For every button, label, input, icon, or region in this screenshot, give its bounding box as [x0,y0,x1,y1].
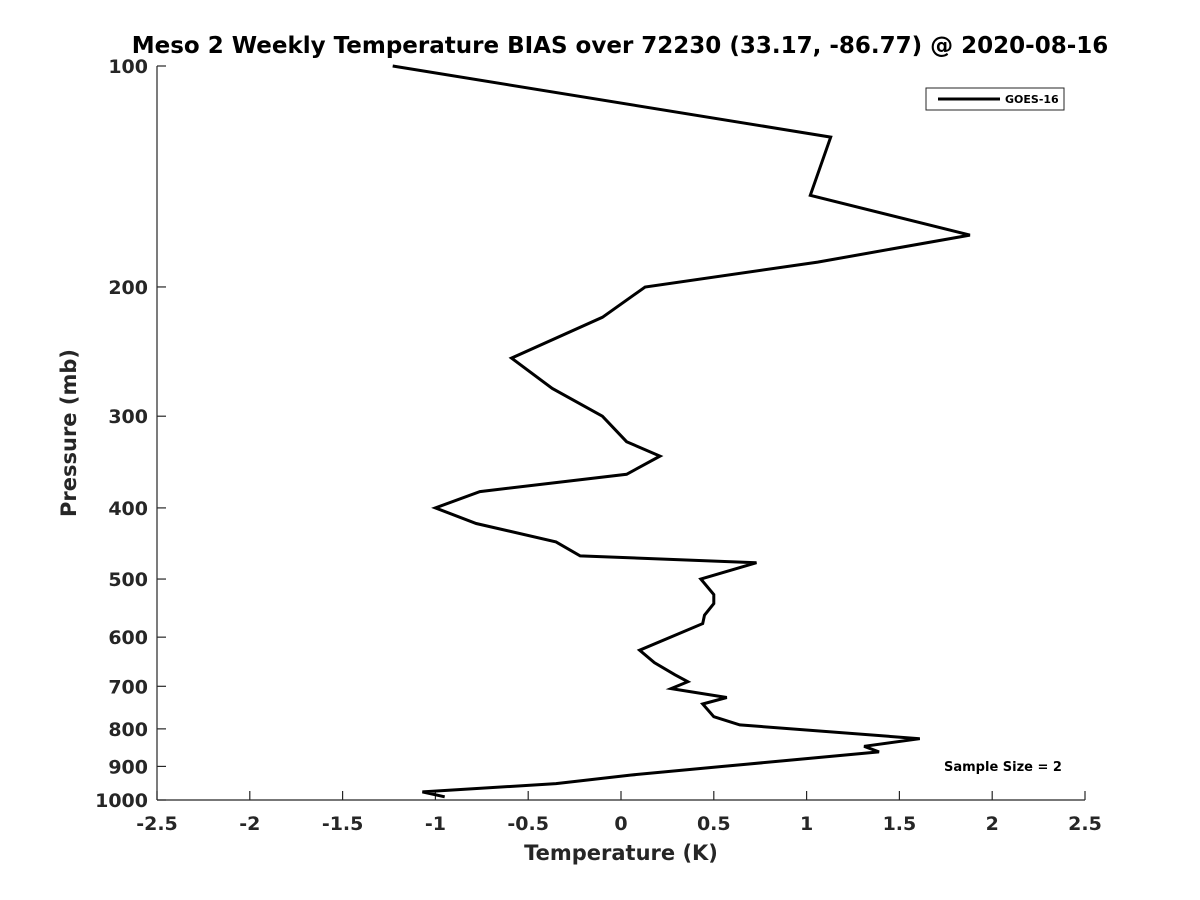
y-tick-label: 500 [108,569,148,591]
x-tick-label: 0 [614,813,627,835]
y-tick-label: 800 [108,719,148,741]
y-axis-label: Pressure (mb) [57,349,81,517]
series-layer [392,64,971,799]
x-tick-label: -1 [425,813,446,835]
x-tick-label: 0.5 [697,813,731,835]
series-line-goes-16 [392,64,971,799]
y-tick-label: 600 [108,627,148,649]
y-tick-label: 100 [108,56,148,78]
y-tick-label: 900 [108,756,148,778]
x-tick-label: -1.5 [322,813,364,835]
chart-title: Meso 2 Weekly Temperature BIAS over 7223… [132,33,1109,59]
x-axis-label: Temperature (K) [524,841,718,865]
y-tick-label: 700 [108,676,148,698]
x-tick-label: 2 [986,813,999,835]
x-tick-label: -0.5 [507,813,549,835]
x-tick-label: 1.5 [883,813,917,835]
x-tick-label: 2.5 [1068,813,1102,835]
legend-entry-goes-16: GOES-16 [1005,93,1059,106]
x-tick-label: -2 [239,813,260,835]
legend: GOES-16 [925,87,1065,111]
y-tick-label: 300 [108,406,148,428]
y-tick-label: 200 [108,277,148,299]
y-axis-ticks: 100 200 300 400 500 600 700 800 900 1000 [95,56,166,812]
y-tick-label: 400 [108,498,148,520]
y-tick-label: 1000 [95,790,148,812]
x-tick-label: 1 [800,813,813,835]
x-tick-label: -2.5 [136,813,178,835]
sample-size-annotation: Sample Size = 2 [944,760,1062,775]
plot-axes [156,66,1085,801]
x-axis-ticks: -2.5 -2 -1.5 -1 -0.5 0 0.5 1 1.5 2 2.5 [136,791,1102,835]
